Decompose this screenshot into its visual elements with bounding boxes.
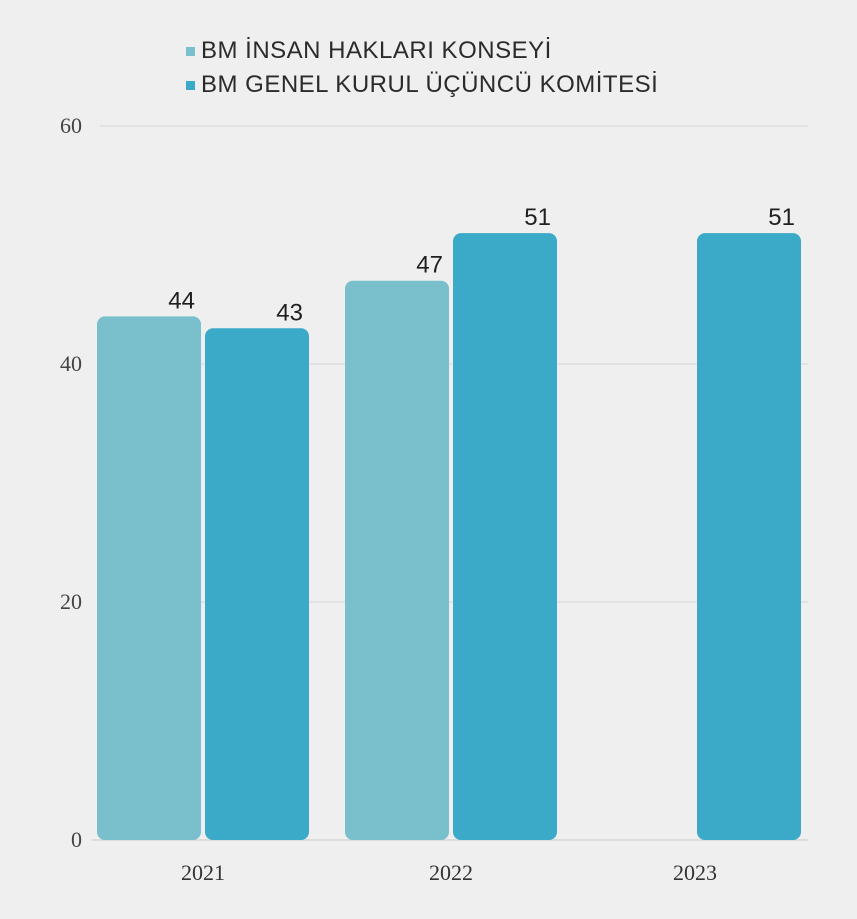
y-tick-label-0: 0 — [71, 827, 82, 852]
y-tick-label-60: 60 — [60, 113, 82, 138]
legend-label-series-1: BM İNSAN HAKLARI KONSEYİ — [201, 37, 552, 64]
data-label-2022-series-2: 51 — [524, 204, 551, 231]
legend-item-series-1: BM İNSAN HAKLARI KONSEYİ — [186, 34, 658, 68]
x-tick-label-2022: 2022 — [429, 860, 473, 885]
x-tick-label-2021: 2021 — [181, 860, 225, 885]
y-tick-label-40: 40 — [60, 351, 82, 376]
data-label-2022-series-1: 47 — [416, 252, 443, 279]
legend: BM İNSAN HAKLARI KONSEYİ BM GENEL KURUL … — [186, 34, 658, 102]
legend-swatch-series-2 — [186, 80, 195, 90]
bar-2022-series-1 — [345, 280, 449, 840]
legend-swatch-series-1 — [186, 46, 195, 56]
data-label-2021-series-2: 43 — [276, 299, 303, 326]
bar-2021-series-1 — [97, 316, 201, 840]
bar-2021-series-2 — [205, 328, 309, 840]
legend-label-series-2: BM GENEL KURUL ÜÇÜNCÜ KOMİTESİ — [201, 71, 659, 98]
x-tick-label-2023: 2023 — [673, 860, 717, 885]
y-tick-label-20: 20 — [60, 589, 82, 614]
legend-item-series-2: BM GENEL KURUL ÜÇÜNCÜ KOMİTESİ — [186, 68, 658, 102]
bar-2023-series-2 — [697, 233, 801, 841]
data-label-2021-series-1: 44 — [168, 287, 195, 314]
bar-2022-series-2 — [453, 233, 557, 841]
data-label-2023-series-2: 51 — [768, 204, 795, 231]
